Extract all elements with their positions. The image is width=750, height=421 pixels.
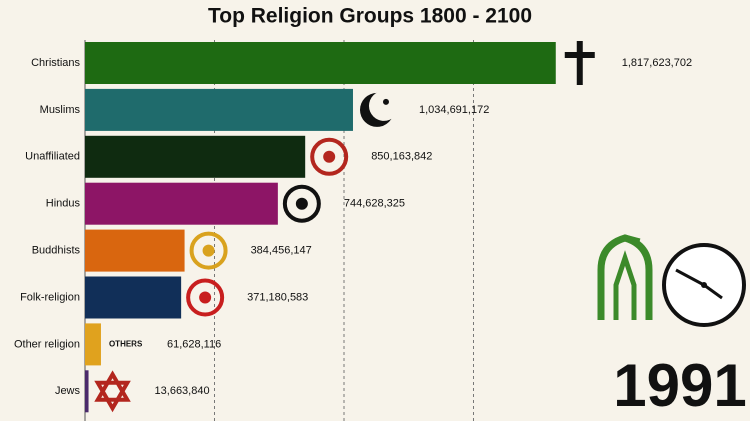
category-label: Other religion [14, 338, 80, 350]
icon-part [310, 137, 349, 176]
value-label: 384,456,147 [251, 245, 312, 257]
value-label: 744,628,325 [344, 198, 405, 210]
bar [85, 229, 185, 272]
icon-part [202, 244, 215, 257]
icon-part [382, 98, 389, 105]
bar [85, 135, 306, 178]
religion-icon [282, 184, 321, 223]
icon-part [186, 278, 225, 317]
bar [85, 323, 101, 366]
bar [85, 182, 278, 225]
value-label: 61,628,116 [167, 338, 221, 350]
clock-icon [662, 243, 746, 327]
icon-part [94, 370, 131, 402]
mosque-logo [597, 234, 653, 320]
bar [85, 42, 556, 84]
religion-icon [189, 231, 228, 270]
icon-part [199, 291, 212, 304]
category-label: Unaffiliated [25, 151, 80, 163]
icon-part [295, 197, 308, 210]
category-label: Folk-religion [20, 291, 80, 303]
icon-label: OTHERS [109, 340, 143, 349]
icon-part [323, 150, 336, 163]
value-label: 850,163,842 [371, 151, 432, 163]
icon-part [189, 231, 228, 270]
value-label: 1,817,623,702 [622, 57, 692, 69]
religion-icon [94, 370, 131, 413]
icon-part [94, 380, 131, 413]
category-label: Jews [55, 385, 81, 397]
chart-title: Top Religion Groups 1800 - 2100 [208, 5, 532, 28]
category-label: Buddhists [32, 245, 81, 257]
icon-part [368, 90, 399, 121]
religion-icon [564, 41, 595, 85]
icon-part [564, 52, 595, 58]
icon-part [282, 184, 321, 223]
bar [85, 276, 182, 319]
religion-icon [310, 137, 349, 176]
value-label: 1,034,691,172 [419, 104, 489, 116]
category-label: Hindus [46, 198, 81, 210]
icon-part [576, 41, 583, 85]
religion-icon [359, 90, 399, 127]
religion-icon [186, 278, 225, 317]
value-label: 13,663,840 [155, 385, 210, 397]
bar [85, 370, 89, 413]
category-label: Christians [31, 57, 80, 69]
category-label: Muslims [40, 104, 81, 116]
value-label: 371,180,583 [247, 291, 308, 303]
bar [85, 88, 353, 131]
year-label: 1991 [613, 352, 746, 419]
